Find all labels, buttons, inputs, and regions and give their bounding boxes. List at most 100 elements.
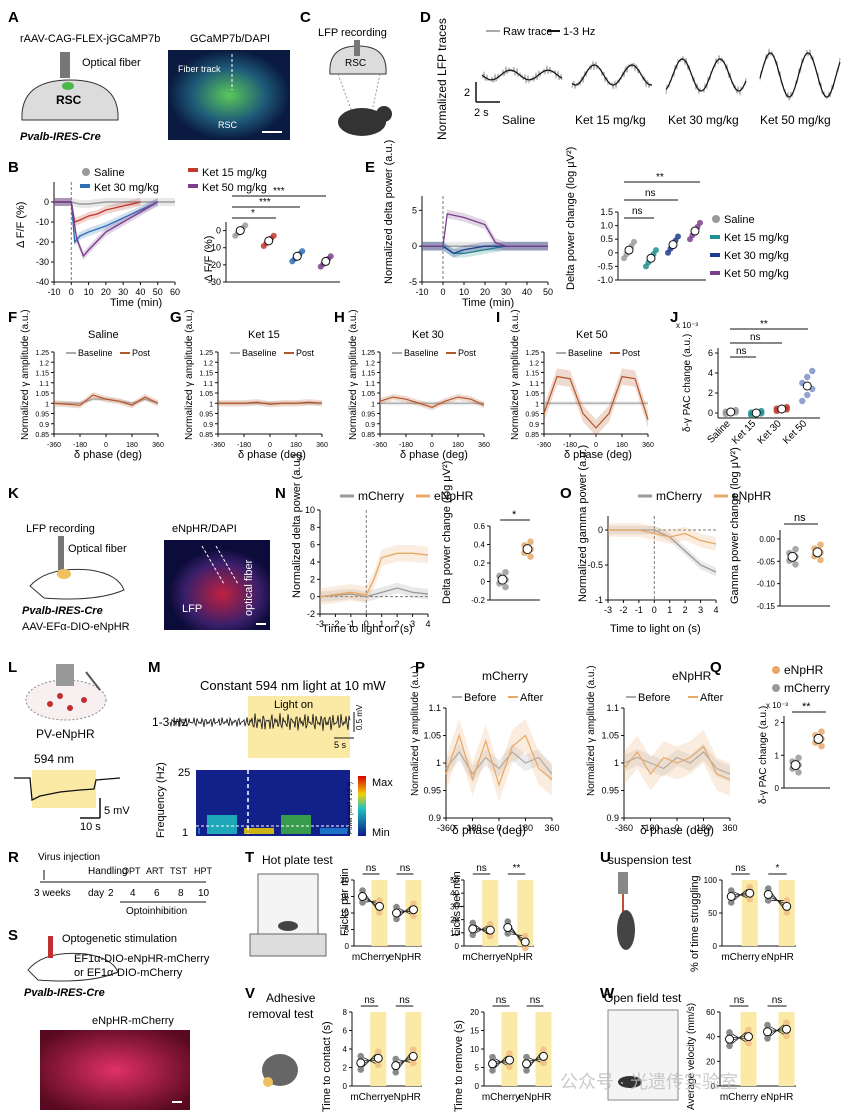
- y-tick-label: 15: [340, 893, 349, 902]
- panel-letter: R: [8, 849, 19, 866]
- mean-marker: [690, 226, 700, 236]
- wavelength: 594 nm: [34, 752, 74, 766]
- y-tick-label: 1.2: [529, 360, 539, 367]
- post-line-band: [380, 394, 484, 411]
- data-point: [327, 253, 334, 260]
- data-point: [804, 391, 811, 399]
- sig-label: ns: [476, 863, 487, 874]
- i-plot: 1.25 1.2 1.15 1.1 1.05 1 0.95 0.9 0.85 -360 -180 0 1…: [525, 348, 654, 449]
- spectral-burst: [258, 828, 260, 834]
- m-trace: [169, 713, 351, 731]
- mean-marker: [235, 226, 245, 236]
- x-tick-label: -360: [615, 823, 633, 833]
- xlabel: δ phase (deg): [238, 449, 306, 461]
- lfp-traces: [481, 48, 841, 101]
- handling: Handling: [88, 866, 127, 877]
- y-tick-label: 0: [481, 578, 486, 587]
- w-plot: 60 40 20 0 mCherry ns eNpHR ns: [706, 995, 796, 1103]
- y-tick-label: 0.9: [529, 422, 539, 429]
- panel-s: Optogenetic stimulation EF1α-DIO-eNpHR-m…: [24, 933, 210, 1110]
- spectral-burst: [268, 828, 270, 834]
- test-label: OPT: [122, 866, 141, 876]
- y-tick-label: 1.05: [199, 391, 213, 398]
- data-point: [631, 238, 637, 245]
- y-tick-label: -5: [409, 277, 417, 287]
- post-line: [543, 375, 649, 429]
- x-tick-label: 0: [674, 823, 679, 833]
- b-series: [54, 182, 175, 282]
- x-tick-label: 20: [480, 287, 490, 297]
- lfp-trace: [169, 713, 351, 731]
- scale-t: 5 s: [334, 740, 347, 750]
- panel-letter: N: [275, 485, 286, 502]
- y-tick-label: 0: [44, 197, 49, 207]
- x-tick-label: 3: [698, 605, 703, 615]
- x-tick-label: -3: [604, 605, 612, 615]
- mean-marker: [503, 923, 513, 933]
- y-tick-label: 0: [412, 241, 417, 251]
- spectral-burst: [250, 828, 252, 834]
- spectral-burst: [252, 828, 254, 834]
- scale-v: 0.5 mV: [355, 704, 364, 730]
- sig-label: **: [513, 863, 521, 874]
- data-point-off: [764, 1021, 771, 1029]
- panel-title: Ket 50: [576, 329, 608, 341]
- y-tick-label: -0.15: [757, 602, 776, 611]
- y-tick-label: -30: [36, 257, 49, 267]
- w-title: Open field test: [604, 991, 682, 1005]
- data-point: [818, 742, 825, 750]
- day-tick: 10: [198, 888, 210, 899]
- data-point-on: [783, 1032, 790, 1040]
- y-tick-label: 1.1: [365, 381, 375, 388]
- y-tick-label: 0.9: [428, 813, 441, 823]
- legend-after: After: [700, 692, 724, 704]
- sig-label: ns: [645, 188, 656, 199]
- panel-letter: M: [148, 659, 161, 676]
- spectral-burst: [248, 828, 250, 834]
- y-tick-label: -1.0: [597, 275, 613, 285]
- spectral-burst: [244, 828, 246, 834]
- n-ylabel: Normalized delta power (a.u.): [291, 454, 303, 598]
- y-tick-label: 2: [708, 388, 713, 398]
- x-tick-label: 180: [126, 442, 138, 449]
- panel-o: mCherry eNpHR Normalized gamma power (a.…: [577, 445, 830, 635]
- mean-marker: [539, 1051, 548, 1061]
- b-sig: * *** ***: [232, 186, 326, 219]
- panel-letter: V: [245, 985, 255, 1002]
- spectral-burst: [211, 815, 213, 834]
- y-tick-label: 0.5: [600, 234, 613, 244]
- raw-trace: [481, 65, 563, 85]
- x-tick-label: 20: [101, 287, 111, 297]
- panel-h: Ket 30 Normalized γ amplitude (a.u.) δ p…: [348, 309, 490, 461]
- y-tick-label: 1.05: [361, 391, 375, 398]
- y-tick-label: 1.25: [361, 350, 375, 357]
- xlabel: δ phase (deg): [400, 449, 468, 461]
- p-ylabel: Normalized γ amplitude (a.u.): [586, 665, 597, 796]
- legend-baseline: Baseline: [242, 348, 277, 358]
- panel-letter: W: [600, 985, 615, 1002]
- remove-ylabel: Time to remove (s): [453, 1020, 465, 1112]
- scale-v: 5 mV: [104, 805, 130, 817]
- panel-b: Saline Ket 15 mg/kg Ket 30 mg/kg Ket 50 …: [15, 167, 340, 309]
- y-tick-label: 2: [343, 1064, 348, 1073]
- y-tick-label: 0: [455, 942, 460, 951]
- spectral-burst: [330, 828, 332, 834]
- enphr-line-band: [608, 523, 716, 551]
- panel-n: mCherry eNpHR Normalized delta power (a.…: [291, 454, 540, 635]
- group-label: mCherry: [462, 952, 500, 963]
- mean-marker: [813, 733, 824, 744]
- data-point: [818, 728, 825, 736]
- colorbar: [358, 776, 366, 836]
- spectral-burst: [221, 815, 223, 834]
- x-tick-label: -1: [347, 619, 355, 629]
- spectral-burst: [299, 815, 301, 834]
- mouse-line: Pvalb-IRES-Cre: [24, 987, 105, 999]
- y-tick-label: 40: [450, 889, 459, 898]
- spectrogram: [196, 770, 350, 836]
- spectral-burst: [336, 828, 338, 834]
- mouse-head: [376, 106, 392, 122]
- y-tick-label: 15: [470, 1027, 479, 1036]
- x-tick-label: -360: [437, 823, 455, 833]
- sig-label: ns: [772, 995, 783, 1006]
